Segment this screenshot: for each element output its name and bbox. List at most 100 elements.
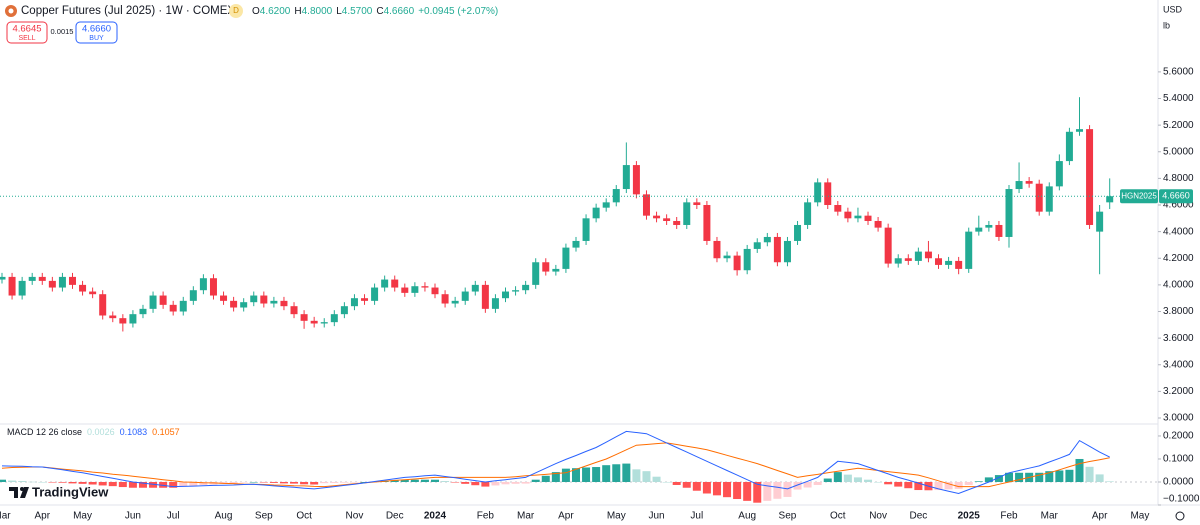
macd-line xyxy=(1,430,1110,495)
logo-dot xyxy=(20,487,24,491)
candle-body xyxy=(58,276,66,288)
settings-icon[interactable] xyxy=(1175,511,1185,521)
candle-body xyxy=(38,276,46,281)
ohlc-key: C xyxy=(376,6,383,17)
candle-body xyxy=(522,284,530,291)
candle-body xyxy=(552,268,560,272)
macd-histogram-bar xyxy=(541,475,550,482)
x-tick-label: 2024 xyxy=(424,511,447,522)
buy-button[interactable] xyxy=(75,21,118,44)
candle-body xyxy=(270,300,278,304)
candle-body xyxy=(68,276,76,285)
delay-badge[interactable] xyxy=(229,4,243,18)
macd-histogram-bar xyxy=(964,481,973,485)
macd-histogram-bar xyxy=(249,481,258,483)
candle-body xyxy=(612,189,620,203)
candle-body xyxy=(814,182,822,203)
candle-body xyxy=(8,276,16,296)
macd-histogram-bar xyxy=(954,481,963,489)
macd-histogram-bar xyxy=(1095,474,1104,482)
x-tick-label: May xyxy=(607,511,626,522)
macd-histogram-bar xyxy=(78,481,87,484)
macd-histogram-bar xyxy=(773,481,782,499)
macd-histogram-bar xyxy=(894,481,903,487)
candle-body xyxy=(703,205,711,241)
y-tick-label: 3.4000 xyxy=(1163,359,1194,370)
candle-body xyxy=(1025,181,1033,184)
macd-name: MACD 12 26 close xyxy=(7,427,82,437)
candle-body xyxy=(431,287,439,295)
candle-body xyxy=(109,315,117,319)
candle-body xyxy=(995,224,1003,237)
macd-histogram-bar xyxy=(743,481,752,501)
macd-histogram-bar xyxy=(461,481,470,484)
macd-histogram-bar xyxy=(410,479,419,482)
y-tick-label: 3.0000 xyxy=(1163,413,1194,424)
macd-histogram-bar xyxy=(763,481,772,501)
macd-histogram-bar xyxy=(400,479,409,482)
y-tick-label: 5.4000 xyxy=(1163,93,1194,104)
candle-body xyxy=(532,262,540,285)
symbol-icon-inner xyxy=(8,8,14,14)
candle-body xyxy=(985,224,993,228)
macd-histogram-bar xyxy=(974,481,983,482)
currency[interactable]: USD xyxy=(1163,4,1183,14)
macd-histogram-bar xyxy=(793,481,802,490)
candle-body xyxy=(240,302,248,308)
macd-histogram-bar xyxy=(723,481,732,498)
candle-body xyxy=(391,279,399,288)
macd-histogram-bar xyxy=(531,479,540,482)
macd-histogram-bar xyxy=(994,475,1003,482)
y-tick-label: 4.6000 xyxy=(1163,200,1194,211)
macd-histogram-bar xyxy=(682,481,691,488)
candle-body xyxy=(824,182,832,206)
macd-histogram-bar xyxy=(632,469,641,482)
ohlc-key: H xyxy=(294,6,301,17)
candle-body xyxy=(975,227,983,232)
candle-body xyxy=(230,300,238,308)
macd-histogram-bar xyxy=(28,481,37,483)
macd-histogram-bar xyxy=(159,481,168,488)
ohlc-value: 4.5700 xyxy=(342,6,373,17)
macd-histogram-bar xyxy=(320,481,329,484)
macd-histogram-bar xyxy=(68,481,77,484)
candle-body xyxy=(683,202,691,225)
candle-body xyxy=(1015,181,1023,190)
macd-histogram-bar xyxy=(1015,472,1024,482)
macd-histogram-bar xyxy=(984,477,993,482)
logo-mark xyxy=(9,487,29,498)
unit[interactable]: lb xyxy=(1163,20,1170,30)
candle-body xyxy=(602,202,610,208)
macd-histogram-bar xyxy=(179,481,188,487)
candle-body xyxy=(582,218,590,241)
macd-value: 0.1083 xyxy=(120,427,148,437)
macd-histogram-bar xyxy=(471,481,480,486)
x-tick-label: Jul xyxy=(690,511,703,522)
macd-histogram-bar xyxy=(511,481,520,484)
candle-body xyxy=(502,291,509,299)
candle-body xyxy=(562,247,570,269)
logo-text: TradingView xyxy=(32,484,109,499)
candle-body xyxy=(1035,183,1043,212)
macd-histogram-bar xyxy=(229,481,238,484)
candle-body xyxy=(965,231,973,269)
macd-histogram-bar xyxy=(48,481,57,483)
candle-body xyxy=(1005,189,1013,237)
signal-line xyxy=(1,442,1110,488)
macd-histogram-bar xyxy=(330,481,339,483)
macd-histogram-bar xyxy=(18,481,27,482)
candle-body xyxy=(290,306,298,315)
candle-body xyxy=(209,278,217,296)
sell-button[interactable] xyxy=(6,21,48,44)
macd-histogram-bar xyxy=(0,479,6,482)
macd-histogram-bar xyxy=(189,481,198,486)
x-tick-label: Nov xyxy=(346,511,364,522)
macd-histogram-bar xyxy=(592,467,601,482)
candle-body xyxy=(955,260,963,269)
x-tick-label: Mar xyxy=(1041,511,1059,522)
y-tick-label: 4.4000 xyxy=(1163,226,1194,237)
candle-body xyxy=(904,258,912,261)
candle-body xyxy=(129,314,137,324)
